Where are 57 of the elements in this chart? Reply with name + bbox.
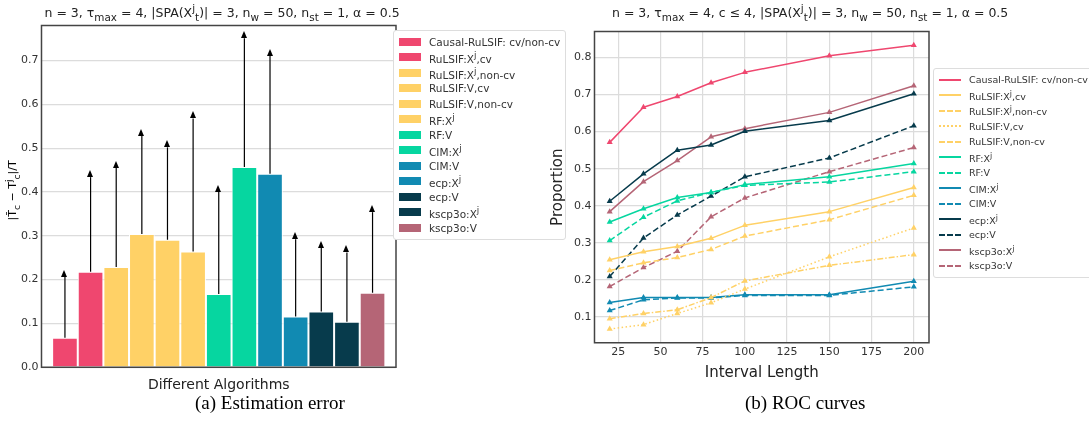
x-axis-title: Different Algorithms — [147, 376, 290, 393]
legend-label: RF:V — [969, 167, 991, 179]
y-tick-label: 0.7 — [20, 53, 39, 67]
y-tick-label: 0.3 — [20, 228, 39, 242]
x-tick-label: 100 — [734, 345, 756, 359]
legend-label: ecp:V — [969, 229, 996, 241]
legend-label: Causal-RuLSIF: cv/non-cv — [969, 74, 1088, 86]
legend-label: CIM:V — [429, 159, 460, 172]
y-tick-label: 0.2 — [20, 272, 39, 286]
y-tick-label: 0.5 — [20, 141, 39, 155]
legend-label: ecp:X$^{j}$ — [969, 212, 999, 226]
legend-label: CIM:X$^{j}$ — [969, 181, 999, 195]
y-axis-title: Proportion — [547, 148, 566, 226]
legend-label: RuLSIF:V,non-cv — [429, 97, 513, 110]
legend-label: RF:X$^{j}$ — [429, 112, 455, 127]
legend-label: kscp3o:X$^{j}$ — [429, 205, 480, 220]
legend-label: kscp3o:V — [969, 260, 1013, 272]
legend-label: RuLSIF:X$^{j}$,non-cv — [969, 104, 1048, 118]
y-tick-label: 0.0 — [20, 360, 39, 374]
x-tick-label: 125 — [776, 345, 798, 359]
text: (a) Estimation error — [195, 392, 345, 414]
legend-label: RuLSIF:X$^{j}$,cv — [969, 88, 1026, 102]
y-tick-label: 0.8 — [573, 50, 592, 64]
y-tick-label: 0.3 — [573, 235, 592, 249]
legend-label: ecp:X$^{j}$ — [429, 174, 462, 189]
x-tick-label: 175 — [861, 345, 883, 359]
legend-label: CIM:V — [969, 198, 997, 210]
legend-label: RuLSIF:V,cv — [969, 120, 1024, 132]
legend-label: Causal-RuLSIF: cv/non-cv — [429, 35, 561, 48]
legend-label: RuLSIF:V,cv — [429, 82, 490, 95]
legend-label: RF:V — [429, 128, 453, 141]
legend-label: CIM:X$^{j}$ — [429, 143, 462, 158]
x-axis-title: Interval Length — [704, 362, 819, 381]
y-tick-label: 0.5 — [573, 161, 592, 175]
chart-title: n = 3, τ$_{max}$ = 4, |SPA(X$^{j}$$_{t}$)| = 3, n$_{w}$ = 50, n$_{st}$ = 1, α = 0.5 — [44, 2, 400, 23]
y-tick-label: 0.7 — [573, 87, 592, 101]
legend-label: ecp:V — [429, 190, 459, 203]
y-tick-label: 0.2 — [573, 272, 592, 286]
x-tick-label: 75 — [695, 345, 710, 359]
y-tick-label: 0.1 — [20, 316, 39, 330]
y-tick-label: 0.4 — [573, 198, 592, 212]
y-tick-label: 0.1 — [573, 309, 592, 323]
legend-label: RuLSIF:V,non-cv — [969, 136, 1045, 148]
x-tick-label: 150 — [818, 345, 840, 359]
x-tick-label: 50 — [653, 345, 668, 359]
legend-label: kscp3o:X$^{j}$ — [969, 243, 1015, 257]
y-tick-label: 0.6 — [573, 124, 592, 138]
y-tick-label: 0.4 — [20, 184, 39, 198]
legend-label: kscp3o:V — [429, 221, 477, 234]
legend-label: RuLSIF:X$^{j}$,non-cv — [429, 65, 516, 80]
legend-label: RF:X$^{j}$ — [969, 150, 993, 164]
text: (b) ROC curves — [745, 392, 866, 414]
y-tick-label: 0.6 — [20, 97, 39, 111]
chart-title: n = 3, τ$_{max}$ = 4, c ≤ 4, |SPA(X$^{j}$$_{t}$)| = 3, n$_{w}$ = 50, n$_{st}$ = 1, α = 0.5 — [612, 2, 1009, 23]
x-tick-label: 25 — [611, 345, 626, 359]
legend-label: RuLSIF:X$^{j}$,cv — [429, 50, 492, 65]
x-tick-label: 200 — [903, 345, 925, 359]
